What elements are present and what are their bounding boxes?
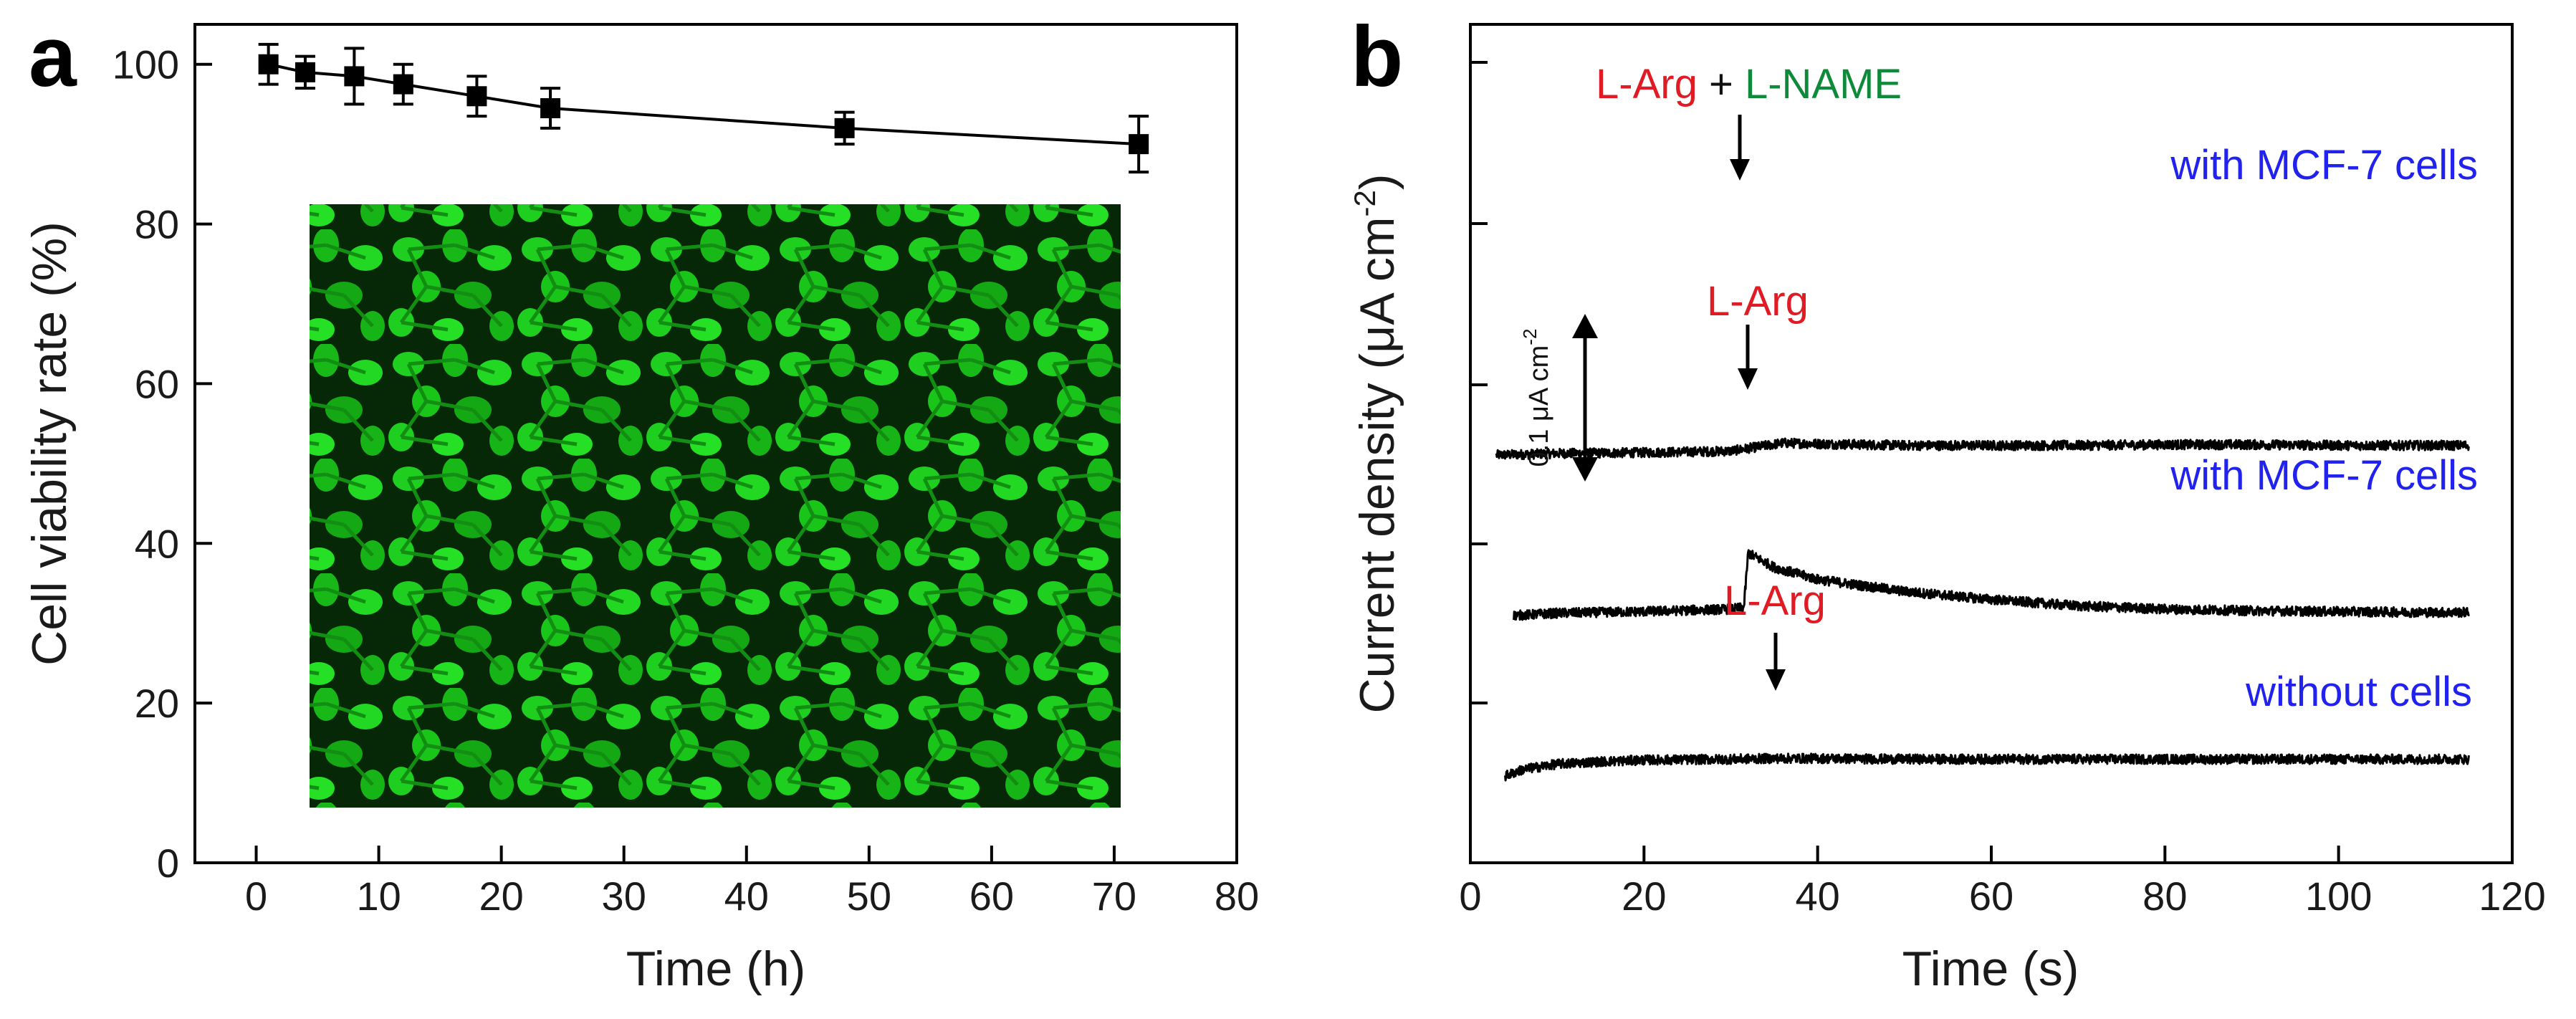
- data-point: [258, 54, 279, 75]
- panel-b-x-tick-label: 60: [1969, 874, 2014, 919]
- panel-b-x-tick-label: 40: [1796, 874, 1840, 919]
- annotation-top-l-name: L-NAME: [1745, 61, 1902, 107]
- data-point: [393, 74, 413, 95]
- current-trace-2: [1513, 549, 2470, 621]
- panel-a-x-axis-title: Time (h): [626, 942, 806, 996]
- trace-label-top: with MCF-7 cells: [2170, 142, 2478, 188]
- panel-a-frame: [193, 23, 1238, 864]
- panel-a-x-tick-label: 60: [969, 874, 1014, 919]
- panel-a-x-tick-label: 10: [356, 874, 401, 919]
- panel-a-plot: [258, 42, 1149, 174]
- data-point: [344, 66, 365, 87]
- panel-b-x-tick-label: 100: [2305, 874, 2372, 919]
- panel-a-x-tick-label: 70: [1092, 874, 1136, 919]
- panel-a-y-tick-label: 20: [135, 681, 179, 726]
- panel-b-letter: b: [1351, 9, 1403, 105]
- panel-b-y-axis-close: ): [1350, 174, 1404, 191]
- panel-a-y-tick-label: 40: [135, 521, 179, 566]
- panel-b-x-tick-label: 120: [2479, 874, 2545, 919]
- scale-bar-arrow-up: [1572, 314, 1598, 338]
- panel-a-y-tick-label: 60: [135, 361, 179, 406]
- annotation-mid-l-arg: L-Arg: [1707, 278, 1809, 325]
- panel-a-x-tick-label: 30: [602, 874, 646, 919]
- panel-a-x-tick-label: 80: [1215, 874, 1259, 919]
- annotation-top: L-Arg + L-NAME: [1596, 61, 1902, 107]
- panel-b-x-tick-label: 0: [1459, 874, 1481, 919]
- annotation-top-plus: +: [1698, 61, 1745, 107]
- data-point: [466, 86, 487, 107]
- panel-a-x-tick-label: 20: [479, 874, 523, 919]
- arrow-bottom-head: [1766, 669, 1786, 691]
- panel-b-y-axis-main: Current density (μA cm: [1350, 217, 1404, 714]
- current-trace-1: [1495, 437, 2470, 461]
- data-point: [1129, 134, 1149, 155]
- panel-b-plot: [1495, 437, 2470, 782]
- stimulus-arrows: [1730, 115, 1786, 691]
- panel-a-y-tick-label: 100: [112, 42, 179, 87]
- panel-a-x-tick-label: 50: [847, 874, 891, 919]
- panel-b-x-tick-label: 20: [1622, 874, 1666, 919]
- arrow-mid-head: [1738, 368, 1758, 390]
- panel-b-x-ticks: 0 20 40 60 80 100 120: [1459, 846, 2546, 919]
- panel-a-y-tick-label: 80: [135, 202, 179, 247]
- scale-bar-label: 0.1 μA cm-2: [1519, 329, 1554, 467]
- panel-a-y-tick-label: 0: [157, 841, 179, 886]
- cell-micrograph-inset: [310, 204, 1121, 808]
- panel-a-y-ticks: 0 20 40 60 80 100: [112, 42, 212, 886]
- trace-label-bottom: without cells: [2245, 669, 2472, 715]
- panel-a-x-tick-label: 0: [245, 874, 267, 919]
- current-trace-3: [1504, 752, 2470, 782]
- panel-a-x-tick-label: 40: [724, 874, 769, 919]
- panel-a-letter: a: [29, 9, 77, 105]
- data-point: [540, 98, 561, 118]
- panel-b: b 0 20 40 60 80 100 120 Time (s) Current densi…: [1348, 9, 2546, 996]
- annotation-top-l-arg: L-Arg: [1596, 61, 1698, 107]
- data-point: [295, 62, 315, 82]
- arrow-top-head: [1730, 159, 1750, 181]
- scale-bar-arrow-down: [1572, 457, 1598, 482]
- trace-label-mid: with MCF-7 cells: [2170, 452, 2478, 499]
- scale-bar: 0.1 μA cm-2: [1519, 314, 1598, 482]
- panel-a-x-ticks: 0 10 20 30 40 50 60 70 80: [245, 846, 1259, 919]
- annotation-bottom-l-arg: L-Arg: [1724, 578, 1826, 624]
- panel-b-y-ticks: [1470, 61, 1488, 704]
- panel-a-y-axis-title: Cell viability rate (%): [22, 221, 77, 666]
- panel-b-y-axis-sup: -2: [1348, 190, 1382, 216]
- panel-a: a 0 10 20 30 40 50 60 70 80 0 20 40 60 80 100 Time (h…: [22, 9, 1259, 996]
- panel-b-x-tick-label: 80: [2142, 874, 2187, 919]
- panel-b-x-axis-title: Time (s): [1902, 942, 2079, 996]
- data-point: [834, 118, 855, 138]
- panel-b-y-axis-title: Current density (μA cm-2): [1348, 174, 1404, 714]
